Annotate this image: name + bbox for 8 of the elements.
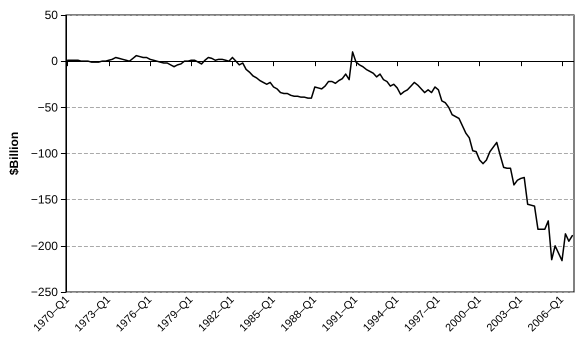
y-axis-title: $Billion — [7, 132, 21, 176]
y-tick-label: 0 — [51, 54, 58, 68]
y-tick-label: −200 — [30, 238, 58, 253]
y-tick-label: 50 — [44, 8, 58, 22]
y-tick-label: −150 — [30, 192, 58, 207]
y-tick-label: −100 — [30, 146, 58, 160]
y-tick-label: −250 — [30, 285, 58, 299]
y-tick-label: −50 — [38, 100, 58, 114]
